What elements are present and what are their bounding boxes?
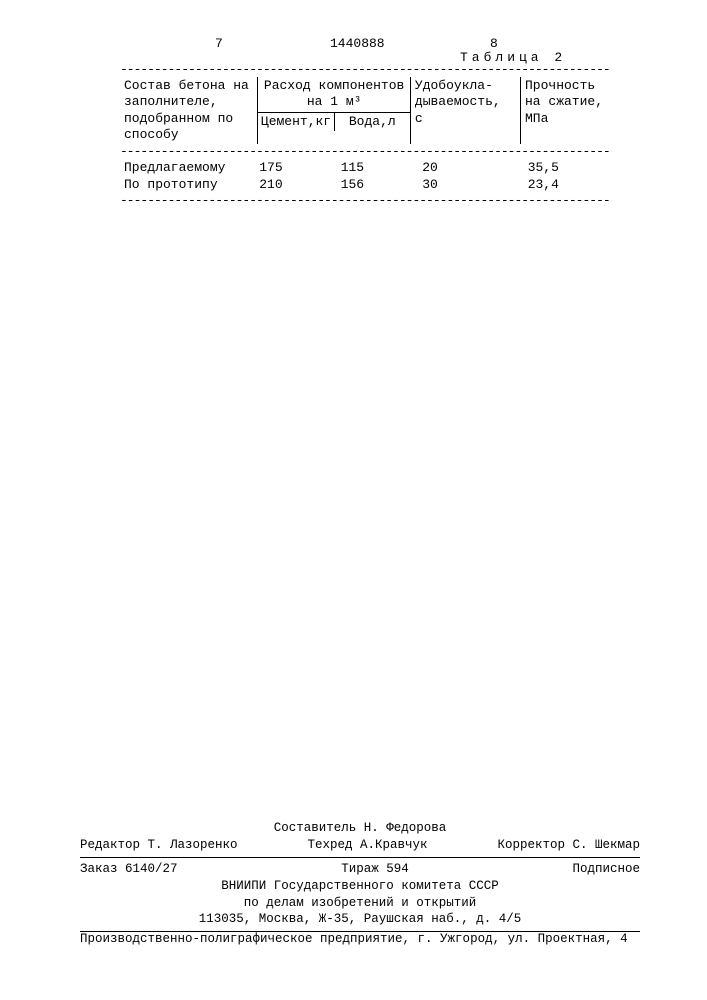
- page: 7 1440888 8 Таблица 2 ------------------…: [0, 0, 707, 1000]
- table-row: По прототипу 210 156 30 23,4: [120, 176, 620, 193]
- cell-cement: 210: [255, 176, 336, 193]
- col-header-consumption-top: Расход компонентов на 1 м³: [258, 77, 410, 112]
- cell-strength: 23,4: [524, 176, 620, 193]
- footer-credits-row: Редактор Т. Лазоренко Техред А.Кравчук К…: [80, 837, 640, 854]
- table-container: ----------------------------------------…: [120, 62, 620, 208]
- footer-printer: Производственно-полиграфическое предприя…: [80, 932, 640, 946]
- table-top-border: ----------------------------------------…: [120, 62, 620, 77]
- col-header-strength: Прочность на сжатие, МПа: [520, 77, 620, 144]
- cell-workability: 20: [418, 159, 524, 176]
- footer-subscription: Подписное: [572, 861, 640, 878]
- data-table-body: Предлагаемому 175 115 20 35,5 По прототи…: [120, 159, 620, 193]
- cell-cement: 175: [255, 159, 336, 176]
- table-row: Предлагаемому 175 115 20 35,5: [120, 159, 620, 176]
- footer-block: Составитель Н. Федорова Редактор Т. Лазо…: [80, 820, 640, 935]
- col-header-workability: Удобоукла-дываемость, с: [410, 77, 520, 144]
- footer-divider: [80, 857, 640, 858]
- cell-label: По прототипу: [120, 176, 255, 193]
- footer-address: 113035, Москва, Ж-35, Раушская наб., д. …: [80, 911, 640, 928]
- page-number-left: 7: [215, 36, 223, 51]
- cell-label: Предлагаемому: [120, 159, 255, 176]
- page-number-right: 8: [490, 36, 498, 51]
- col-header-consumption: Расход компонентов на 1 м³ Цемент,кг Вод…: [258, 77, 411, 144]
- footer-org-line2: по делам изобретений и открытий: [80, 895, 640, 912]
- document-number: 1440888: [330, 36, 385, 51]
- data-table: Состав бетона на заполнителе, подобранно…: [120, 77, 620, 144]
- footer-technical: Техред А.Кравчук: [307, 837, 427, 854]
- table-header-border: ----------------------------------------…: [120, 144, 620, 159]
- footer-circulation: Тираж 594: [341, 861, 409, 878]
- footer-order: Заказ 6140/27: [80, 861, 178, 878]
- footer-corrector: Корректор С. Шекмар: [497, 837, 640, 854]
- col-header-cement: Цемент,кг: [258, 113, 334, 131]
- footer-order-row: Заказ 6140/27 Тираж 594 Подписное: [80, 861, 640, 878]
- cell-water: 156: [337, 176, 418, 193]
- footer-editor: Редактор Т. Лазоренко: [80, 837, 238, 854]
- col-header-water: Вода,л: [335, 113, 410, 131]
- footer-org-line1: ВНИИПИ Государственного комитета СССР: [80, 878, 640, 895]
- table-bottom-border: ----------------------------------------…: [120, 193, 620, 208]
- col-header-consumption-sub: Цемент,кг Вода,л: [258, 112, 410, 131]
- cell-strength: 35,5: [524, 159, 620, 176]
- cell-workability: 30: [418, 176, 524, 193]
- col-header-composition: Состав бетона на заполнителе, подобранно…: [120, 77, 258, 144]
- footer-compiler: Составитель Н. Федорова: [80, 820, 640, 837]
- cell-water: 115: [337, 159, 418, 176]
- table-header-row: Состав бетона на заполнителе, подобранно…: [120, 77, 620, 144]
